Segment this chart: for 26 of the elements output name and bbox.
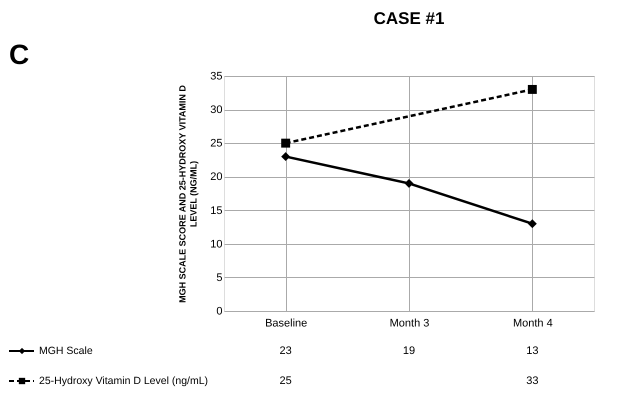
- x-tick-label: Baseline: [265, 318, 308, 330]
- x-tick-label: Month 3: [390, 318, 430, 330]
- legend-label: MGH Scale: [39, 345, 93, 357]
- point: [281, 152, 290, 162]
- chart-title: CASE #1: [374, 9, 444, 28]
- data-label: 13: [526, 345, 538, 357]
- data-label: 33: [526, 375, 538, 387]
- y-tick-label: 25: [210, 138, 222, 150]
- point: [281, 138, 290, 148]
- y-tick-label: 30: [210, 104, 222, 116]
- point: [404, 178, 414, 188]
- y-tick-label: 10: [210, 238, 222, 250]
- data-label: 25: [280, 375, 292, 387]
- y-axis-title: MGH SCALE SCORE AND 25-HYDROXY VITAMIN D LEVEL (NG/ML): [177, 84, 198, 303]
- point: [528, 84, 537, 94]
- data-label: 19: [402, 345, 416, 357]
- y-tick-label: 0: [216, 306, 222, 318]
- y-tick-label: 20: [210, 171, 222, 184]
- text: C: [9, 39, 30, 70]
- y-tick-label: 5: [216, 272, 222, 284]
- x-tick-label: Month 4: [512, 318, 553, 330]
- point: [528, 219, 537, 228]
- y-tick-label: 35: [210, 70, 222, 82]
- data-label: 23: [280, 345, 292, 357]
- y-tick-label: 15: [210, 204, 222, 217]
- legend-label: 25-Hydroxy Vitamin D Level (ng/mL): [39, 375, 208, 387]
